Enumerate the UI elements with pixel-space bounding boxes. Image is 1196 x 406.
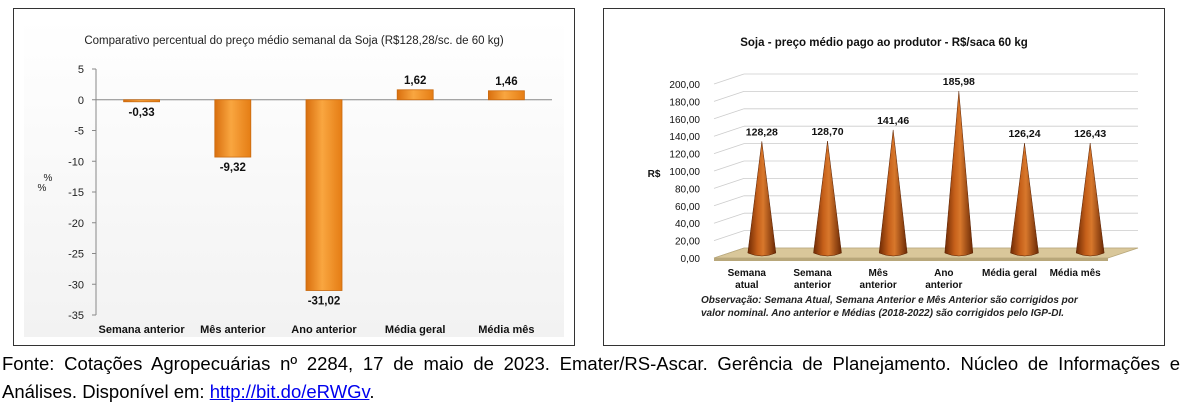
- x-tick-label: anterior: [925, 280, 962, 291]
- y-tick-label: 140,00: [669, 132, 700, 143]
- y-tick-label: 0: [78, 95, 84, 107]
- chart-note-line-2: valor nominal. Ano anterior e Médias (20…: [701, 308, 1065, 319]
- y-tick-label: 5: [78, 64, 84, 76]
- depth-gridline: [713, 212, 745, 224]
- y-tick-label: -10: [68, 156, 84, 168]
- x-tick-label: Semana: [793, 268, 832, 279]
- y-tick-label: 160,00: [669, 115, 700, 126]
- bar: [487, 90, 525, 101]
- x-tick-label: atual: [735, 280, 759, 291]
- x-tick-label: Média geral: [385, 324, 446, 336]
- depth-gridline: [713, 91, 745, 102]
- chart-title: Soja - preço médio pago ao produtor - R$…: [740, 37, 1028, 49]
- cone: [1010, 143, 1039, 257]
- x-tick-label: Média geral: [982, 268, 1037, 279]
- chart-note: Observação: Semana Atual, Semana Anterio…: [701, 294, 1161, 320]
- percent-comparison-chart-panel: Comparativo percentual do preço médio se…: [13, 8, 575, 346]
- y-tick-label: 40,00: [675, 219, 700, 230]
- bar: [396, 89, 434, 101]
- caption-text: Fonte: Cotações Agropecuárias nº 2284, 1…: [2, 353, 1180, 402]
- depth-gridline: [713, 108, 745, 120]
- data-label: -0,33: [128, 107, 154, 119]
- x-tick-label: Semana: [728, 268, 767, 279]
- depth-gridline: [713, 143, 745, 154]
- cone: [813, 140, 842, 257]
- x-tick-label: Mês: [868, 268, 888, 279]
- y-axis-label: %: [44, 173, 53, 184]
- chart-title: Comparativo percentual do preço médio se…: [84, 35, 504, 47]
- depth-gridline: [713, 178, 745, 189]
- data-label: -9,32: [220, 162, 246, 174]
- x-tick-label: Mês anterior: [200, 324, 266, 336]
- depth-gridline: [713, 160, 745, 172]
- chart-floor: [713, 247, 1139, 259]
- bar: [214, 99, 252, 158]
- x-tick-label: anterior: [794, 280, 831, 291]
- percent-comparison-chart: Comparativo percentual do preço médio se…: [24, 19, 564, 337]
- bar: [305, 99, 343, 291]
- x-tick-label: Ano: [934, 268, 953, 279]
- data-label: 128,28: [746, 126, 778, 138]
- y-tick-label: -30: [68, 279, 84, 291]
- chart-floor-edge: [714, 258, 1108, 261]
- figure-caption: Fonte: Cotações Agropecuárias nº 2284, 1…: [2, 350, 1180, 406]
- y-tick-label: 120,00: [669, 150, 700, 161]
- data-label: 126,24: [1008, 128, 1040, 140]
- y-tick-label: -35: [68, 310, 84, 322]
- depth-gridline: [713, 73, 745, 85]
- y-axis-label: R$: [648, 169, 661, 180]
- y-tick-label: -15: [68, 187, 84, 199]
- data-label: 126,43: [1074, 128, 1106, 140]
- x-tick-label: Ano anterior: [291, 324, 357, 336]
- chart-background: [24, 19, 564, 337]
- y-tick-label: -25: [68, 249, 84, 261]
- data-label: 128,70: [811, 126, 843, 138]
- cone: [878, 129, 908, 257]
- y-tick-label: -20: [68, 218, 84, 230]
- data-label: 185,98: [943, 76, 975, 88]
- x-tick-label: Média mês: [478, 324, 534, 336]
- y-tick-label: 0,00: [681, 254, 701, 265]
- cone: [1075, 142, 1105, 257]
- y-tick-label: 80,00: [675, 184, 700, 195]
- y-tick-label: 100,00: [669, 167, 700, 178]
- caption-end: .: [369, 381, 375, 402]
- x-tick-label: Semana anterior: [98, 324, 185, 336]
- y-tick-label: -5: [74, 126, 84, 138]
- data-label: 1,62: [404, 75, 426, 87]
- price-cone-chart-panel: Soja - preço médio pago ao produtor - R$…: [603, 8, 1165, 346]
- data-label: 1,46: [495, 76, 517, 88]
- depth-gridline: [713, 125, 745, 137]
- bar: [123, 99, 160, 103]
- y-axis-label-2: %: [38, 183, 47, 194]
- cone: [944, 91, 974, 257]
- chart-note-line-1: Observação: Semana Atual, Semana Anterio…: [701, 295, 1078, 306]
- y-tick-label: 180,00: [669, 97, 700, 108]
- y-tick-label: 20,00: [675, 237, 700, 248]
- data-label: 141,46: [877, 115, 909, 127]
- x-tick-label: Média mês: [1050, 268, 1102, 279]
- depth-gridline: [713, 230, 745, 241]
- y-tick-label: 60,00: [675, 202, 700, 213]
- data-label: -31,02: [308, 296, 341, 308]
- depth-gridline: [713, 195, 745, 207]
- x-tick-label: anterior: [860, 280, 897, 291]
- cone: [747, 141, 777, 257]
- y-tick-label: 200,00: [669, 80, 700, 91]
- price-cone-chart: Soja - preço médio pago ao produtor - R$…: [648, 37, 1139, 291]
- source-link[interactable]: http://bit.do/eRWGv: [209, 381, 370, 402]
